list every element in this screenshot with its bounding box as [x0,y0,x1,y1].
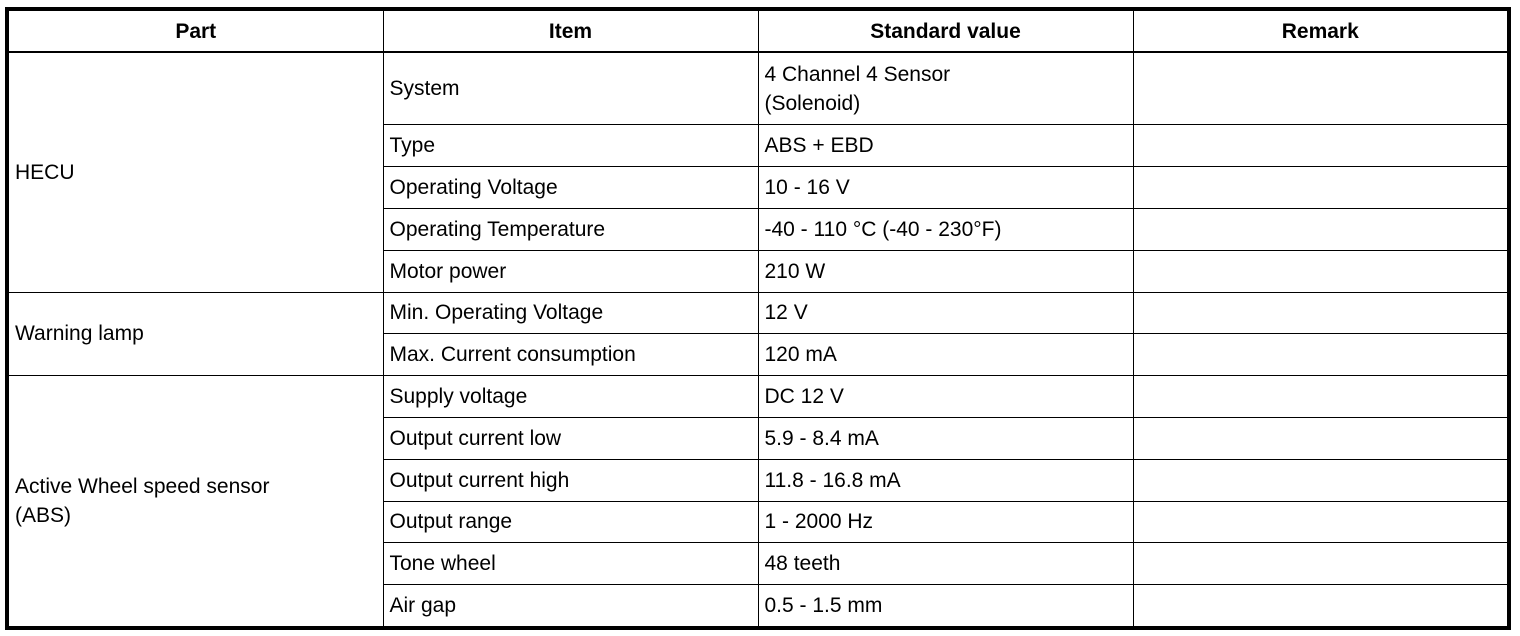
table-row: Output range 1 - 2000 Hz [7,500,1510,544]
table-row: Air gap 0.5 - 1.5 mm [7,584,1510,629]
standard-value-cell: 12 V [757,291,1134,335]
part-cell: Warning lamp [6,291,384,377]
header-part: Part [6,8,384,53]
item-cell: Operating Voltage [382,166,759,209]
remark-cell [1132,291,1510,335]
table-row: HECU System 4 Channel 4 Sensor (Solenoid) [6,51,1510,293]
standard-value-cell: 1 - 2000 Hz [757,500,1134,544]
remark-cell [1132,375,1510,418]
standard-value-cell: 210 W [757,249,1134,293]
table-row: Operating Temperature -40 - 110 °C (-40 -… [7,207,1510,251]
standard-value-cell: 5.9 - 8.4 mA [757,416,1134,460]
remark-cell [1132,207,1510,251]
standard-value-cell: DC 12 V [757,375,1134,418]
remark-cell [1132,458,1510,502]
item-cell: Output range [382,500,759,544]
table-row: Output current high 11.8 - 16.8 mA [7,458,1510,502]
item-cell: Air gap [382,584,759,629]
table-row: Motor power 210 W [7,249,1510,293]
remark-cell [1132,333,1510,377]
standard-value-cell: -40 - 110 °C (-40 - 230°F) [757,207,1134,251]
item-cell: System [382,51,759,126]
table-row: Warning lamp Min. Operating Voltage 12 V [6,291,1510,377]
remark-cell [1132,249,1510,293]
part-cell: Active Wheel speed sensor (ABS) [6,375,384,629]
standard-value-cell: 11.8 - 16.8 mA [757,458,1134,502]
specification-table: Part Item Standard value Remark HECU Syst… [5,7,1511,630]
header-row: Part Item Standard value Remark [6,8,1510,53]
remark-cell [1132,500,1510,544]
remark-cell [1132,416,1510,460]
header-item: Item [382,8,759,53]
table-row: Active Wheel speed sensor (ABS) Supply vo… [6,375,1510,629]
item-cell: Output current high [382,458,759,502]
table-row: Max. Current consumption 120 mA [7,333,1510,377]
standard-value-cell: 48 teeth [757,542,1134,586]
remark-cell [1132,124,1510,168]
item-cell: Supply voltage [382,375,759,418]
header-remark: Remark [1132,8,1510,53]
table-row: Output current low 5.9 - 8.4 mA [7,416,1510,460]
standard-value-cell: 120 mA [757,333,1134,377]
item-cell: Operating Temperature [382,207,759,251]
standard-value-cell: ABS + EBD [757,124,1134,168]
table-row: Type ABS + EBD [7,124,1510,168]
item-cell: Max. Current consumption [382,333,759,377]
remark-cell [1132,166,1510,209]
item-cell: Type [382,124,759,168]
part-cell: HECU [6,51,384,293]
remark-cell [1132,584,1510,629]
standard-value-cell: 4 Channel 4 Sensor (Solenoid) [757,51,1134,126]
standard-value-cell: 0.5 - 1.5 mm [757,584,1134,629]
item-cell: Min. Operating Voltage [382,291,759,335]
standard-value-cell: 10 - 16 V [757,166,1134,209]
item-cell: Output current low [382,416,759,460]
item-cell: Tone wheel [382,542,759,586]
remark-cell [1132,542,1510,586]
remark-cell [1132,51,1510,126]
item-cell: Motor power [382,249,759,293]
header-standard-value: Standard value [757,8,1134,53]
